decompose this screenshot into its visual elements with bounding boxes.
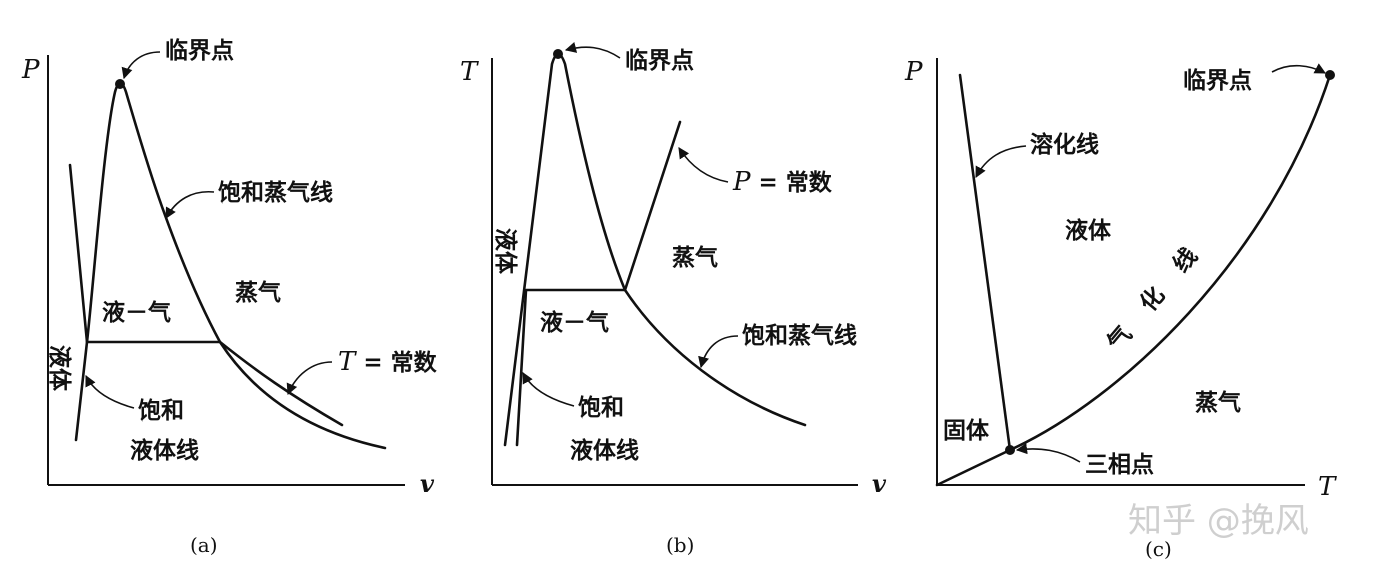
- panel-c-triple-point-dot: [1005, 445, 1015, 455]
- panel-b-isobar-symbol: P: [732, 167, 751, 197]
- panel-b-critical-point-dot: [553, 49, 563, 59]
- panel-a-isotherm-arrow: [286, 361, 333, 396]
- panel-b-critical-point-label: 临界点: [625, 47, 694, 74]
- panel-b: T v 临界点 P = 常数 蒸气 液体 液－气 饱和蒸气线 饱和 液体线 (b): [460, 42, 887, 557]
- panel-b-liquid-label: 液体: [492, 228, 519, 275]
- panel-c-triple-point-label: 三相点: [1085, 452, 1154, 478]
- panel-b-liquid-vapor-label: 液－气: [540, 309, 609, 336]
- panel-c-fusion-line-label: 溶化线: [1030, 131, 1099, 158]
- panel-a-saturated-vapor-line-label: 饱和蒸气线: [218, 179, 333, 206]
- panel-a-isotherm-value: = 常数: [363, 350, 437, 376]
- panel-c-triple-point-arrow: [1015, 443, 1081, 463]
- panel-b-saturated-liquid-line-arrow: [522, 372, 575, 407]
- panel-b-y-axis-label: T: [460, 57, 479, 87]
- panel-c-caption: (c): [1145, 537, 1172, 561]
- panel-b-saturation-dome: [503, 52, 807, 447]
- panel-b-critical-point-arrow: [564, 42, 621, 59]
- panel-a-vapor-label: 蒸气: [235, 279, 281, 306]
- panel-c-vapor-label: 蒸气: [1195, 389, 1241, 416]
- panel-a-saturated-liquid-line-arrow: [85, 374, 135, 409]
- panel-a-saturated-liquid-line-label-2: 液体线: [130, 437, 199, 464]
- panel-c-fusion-line-arrow: [975, 145, 1027, 178]
- panel-a-isotherm-label: T = 常数: [338, 347, 438, 377]
- panel-a-y-axis-label: P: [21, 55, 40, 85]
- panel-b-isobar-arrow: [678, 147, 729, 183]
- panel-a-critical-point-label: 临界点: [165, 37, 234, 64]
- panel-b-saturated-vapor-line-arrow: [698, 335, 739, 369]
- panel-a-liquid-vapor-label: 液－气: [102, 299, 171, 326]
- panel-c-critical-point-label: 临界点: [1183, 67, 1252, 94]
- watermark: 知乎 @挽风: [1128, 501, 1309, 541]
- panel-a-isotherm: [68, 163, 344, 427]
- panel-b-saturated-vapor-line-label: 饱和蒸气线: [742, 322, 857, 349]
- panel-a-critical-point-dot: [115, 79, 125, 89]
- panel-b-isobar-value: = 常数: [759, 170, 833, 196]
- panel-b-vapor-label: 蒸气: [672, 244, 718, 271]
- panel-a: P v 临界点 饱和蒸气线 蒸气 液－气 液体 饱和 液体线 T = 常数 (a): [21, 37, 438, 557]
- panel-c-vaporization-curve: [1008, 73, 1332, 452]
- panel-c-sublimation-curve: [935, 448, 1012, 487]
- panel-b-saturated-liquid-line-label-1: 饱和: [578, 394, 624, 421]
- panel-a-critical-point-arrow: [121, 51, 161, 80]
- panel-b-x-axis-label: v: [872, 469, 887, 498]
- panel-c-liquid-label: 液体: [1065, 217, 1112, 244]
- panel-c-critical-point-dot: [1325, 70, 1335, 80]
- panel-a-isotherm-symbol: T: [338, 347, 357, 377]
- panel-a-caption: (a): [190, 533, 218, 557]
- panel-a-liquid-label: 液体: [46, 345, 73, 392]
- panel-a-saturated-liquid-line-label-1: 饱和: [138, 397, 184, 424]
- panel-a-x-axis-label: v: [420, 469, 435, 498]
- panel-c: P T 临界点 溶化线 液体 气化线 蒸气 固体 三相点 (c): [904, 57, 1337, 561]
- panel-c-y-axis-label: P: [904, 57, 923, 87]
- panel-a-saturation-dome: [74, 81, 387, 450]
- panel-b-saturated-liquid-line-label-2: 液体线: [570, 437, 639, 464]
- panel-b-caption: (b): [666, 533, 694, 557]
- panel-b-isobar-label: P = 常数: [732, 167, 833, 197]
- panel-a-saturated-vapor-line-arrow: [165, 191, 215, 219]
- panel-c-fusion-curve: [958, 73, 1012, 452]
- panel-c-solid-label: 固体: [943, 418, 990, 444]
- panel-c-vaporization-line-label: 气化线: [1101, 221, 1221, 356]
- panel-c-x-axis-label: T: [1318, 472, 1337, 502]
- panel-c-critical-point-arrow: [1271, 63, 1326, 74]
- panel-b-isobar: [515, 120, 682, 447]
